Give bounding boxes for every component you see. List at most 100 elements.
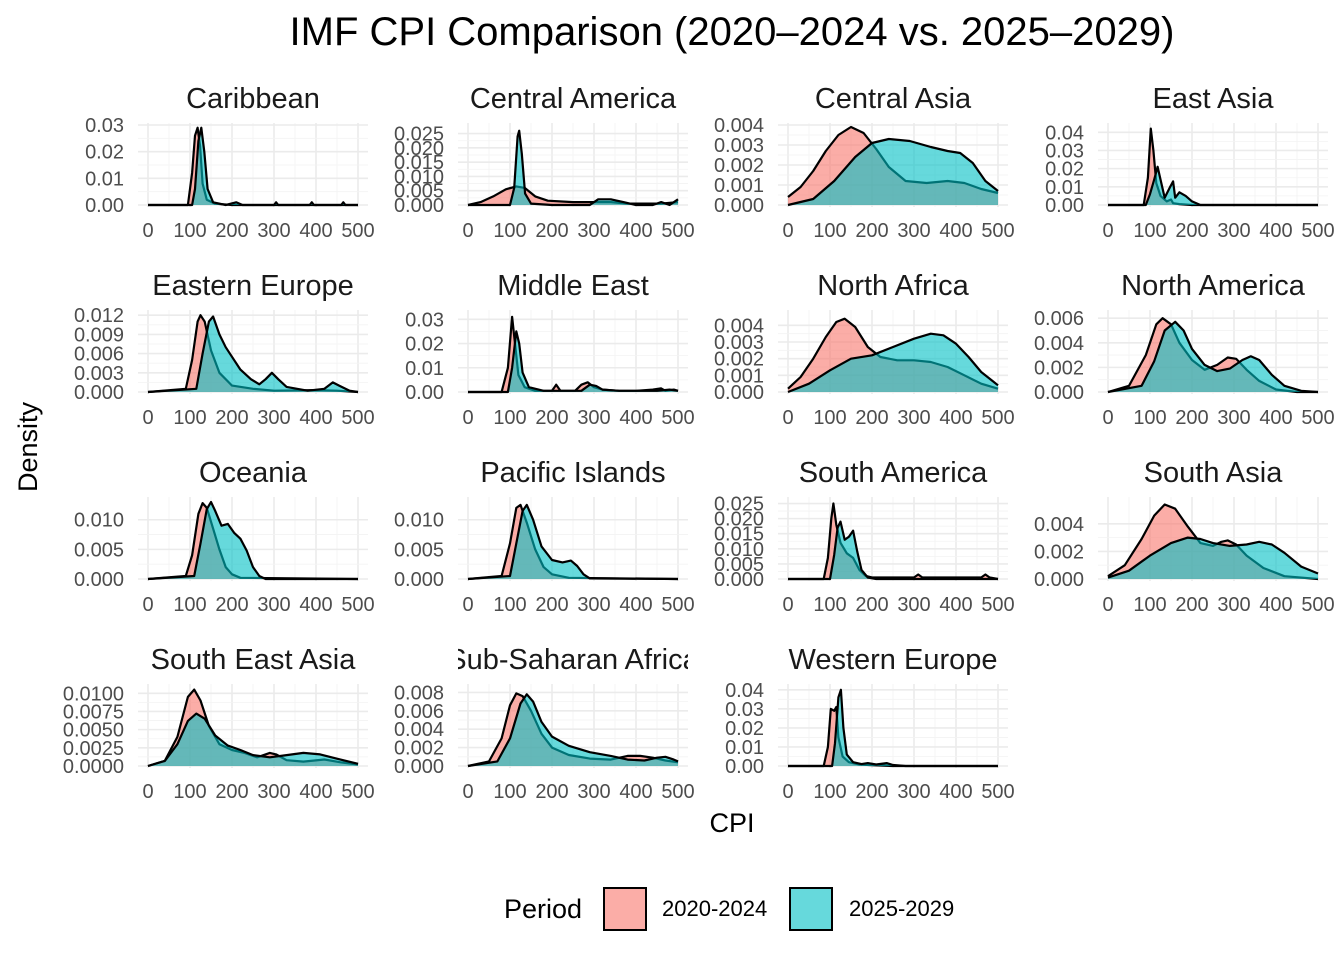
y-tick-label: 0.006 xyxy=(74,344,124,366)
y-tick-label: 0.006 xyxy=(1034,308,1084,330)
y-tick-label: 0.004 xyxy=(394,719,444,741)
x-tick-label: 200 xyxy=(1175,407,1208,429)
density-line-2025-2029 xyxy=(1108,165,1318,207)
panel-title-north-america: North America xyxy=(1121,270,1306,302)
x-tick-label: 500 xyxy=(661,594,694,616)
x-tick-label: 400 xyxy=(939,407,972,429)
x-tick-label: 400 xyxy=(299,594,332,616)
y-tick-label: 0.00 xyxy=(725,756,764,778)
density-area-2025-2029 xyxy=(148,502,358,579)
panel-pacific-islands: Pacific Islands 0 100 200 300 400 500 0.000 0.00… xyxy=(394,457,695,616)
panel-central-america: Central America 0 100 200 300 400 500 0.0000.00… xyxy=(394,83,695,242)
y-tick-label: 0.02 xyxy=(405,334,444,356)
panel-eastern-europe: Eastern Europe 0 100 200 300 400 500 0.0000.003… xyxy=(74,270,375,429)
y-tick-label: 0.002 xyxy=(1034,541,1084,563)
y-tick-label: 0.000 xyxy=(74,382,124,404)
x-tick-label: 300 xyxy=(897,220,930,242)
x-tick-label: 100 xyxy=(813,407,846,429)
y-tick-label: 0.004 xyxy=(714,315,764,337)
x-tick-label: 200 xyxy=(855,781,888,803)
y-tick-label: 0.009 xyxy=(74,324,124,346)
y-tick-label: 0.01 xyxy=(725,737,764,759)
x-tick-label: 500 xyxy=(981,407,1014,429)
panel-title-south-america: South America xyxy=(799,457,988,489)
density-area-2025-2029 xyxy=(1108,166,1318,205)
y-tick-label: 0.04 xyxy=(1045,122,1084,144)
x-tick-label: 100 xyxy=(173,220,206,242)
legend-label-2025-2029: 2025-2029 xyxy=(849,896,954,921)
y-tick-label: 0.000 xyxy=(394,569,444,591)
panel-middle-east: Middle East 0 100 200 300 400 500 0.000.010.02 0… xyxy=(405,270,695,429)
y-tick-label: 0.020 xyxy=(714,509,764,531)
x-tick-label: 300 xyxy=(1217,407,1250,429)
y-tick-label: 0.04 xyxy=(725,680,764,702)
y-tick-label: 0.02 xyxy=(1045,159,1084,181)
legend-swatch-2020-2024 xyxy=(603,887,647,931)
x-tick-label: 200 xyxy=(215,781,248,803)
x-tick-label: 500 xyxy=(661,781,694,803)
y-tick-label: 0.00 xyxy=(405,382,444,404)
x-tick-label: 0 xyxy=(1102,407,1113,429)
x-tick-label: 300 xyxy=(1217,594,1250,616)
x-tick-label: 300 xyxy=(257,594,290,616)
x-axis-title: CPI xyxy=(709,808,754,838)
x-tick-label: 500 xyxy=(341,594,374,616)
panel-caribbean: Caribbean 0 100 200 300 400 500 0.00 0.01 0.02 0.0… xyxy=(85,83,375,242)
density-area-2025-2029 xyxy=(148,316,358,392)
y-tick-label: 0.010 xyxy=(394,166,444,188)
x-tick-label: 200 xyxy=(215,220,248,242)
y-tick-label: 0.01 xyxy=(1045,177,1084,199)
x-tick-label: 100 xyxy=(173,781,206,803)
x-tick-label: 500 xyxy=(1301,220,1334,242)
y-tick-label: 0.000 xyxy=(714,569,764,591)
y-tick-label: 0.003 xyxy=(714,332,764,354)
x-tick-label: 400 xyxy=(299,781,332,803)
x-tick-label: 200 xyxy=(535,407,568,429)
y-tick-label: 0.008 xyxy=(394,682,444,704)
x-tick-label: 0 xyxy=(142,220,153,242)
density-area-2025-2029 xyxy=(468,694,678,766)
density-line-2025-2029 xyxy=(147,500,358,581)
y-tick-label: 0.005 xyxy=(74,539,124,561)
y-tick-label: 0.00 xyxy=(85,195,124,217)
density-line-2025-2029 xyxy=(468,129,679,207)
x-tick-label: 300 xyxy=(1217,220,1250,242)
x-tick-label: 0 xyxy=(1102,594,1113,616)
y-tick-label: 0.006 xyxy=(394,701,444,723)
density-area-2025-2029 xyxy=(788,521,998,579)
density-line-2025-2029 xyxy=(1107,320,1319,394)
density-area-2025-2029 xyxy=(1108,537,1318,579)
y-tick-label: 0.004 xyxy=(1034,514,1084,536)
x-tick-label: 400 xyxy=(1259,220,1292,242)
x-tick-label: 100 xyxy=(813,781,846,803)
x-tick-label: 0 xyxy=(462,407,473,429)
x-tick-label: 400 xyxy=(939,594,972,616)
density-line-2025-2029 xyxy=(467,693,679,768)
x-tick-label: 300 xyxy=(577,781,610,803)
panel-grid xyxy=(778,684,1008,768)
x-tick-label: 100 xyxy=(493,407,526,429)
x-tick-label: 100 xyxy=(493,220,526,242)
x-tick-label: 0 xyxy=(462,781,473,803)
x-tick-label: 500 xyxy=(341,407,374,429)
panel-title-central-america: Central America xyxy=(470,83,677,115)
x-tick-label: 300 xyxy=(257,781,290,803)
x-tick-label: 500 xyxy=(341,220,374,242)
x-tick-label: 400 xyxy=(619,407,652,429)
x-tick-label: 500 xyxy=(981,220,1014,242)
y-tick-label: 0.000 xyxy=(74,569,124,591)
density-line-2025-2029 xyxy=(468,330,679,394)
density-line-2025-2029 xyxy=(147,315,359,394)
x-tick-label: 300 xyxy=(257,220,290,242)
x-tick-label: 100 xyxy=(813,594,846,616)
x-tick-label: 100 xyxy=(1133,407,1166,429)
y-tick-label: 0.004 xyxy=(714,115,764,137)
y-tick-label: 0.005 xyxy=(394,539,444,561)
panel-title-east-asia: East Asia xyxy=(1153,83,1275,115)
